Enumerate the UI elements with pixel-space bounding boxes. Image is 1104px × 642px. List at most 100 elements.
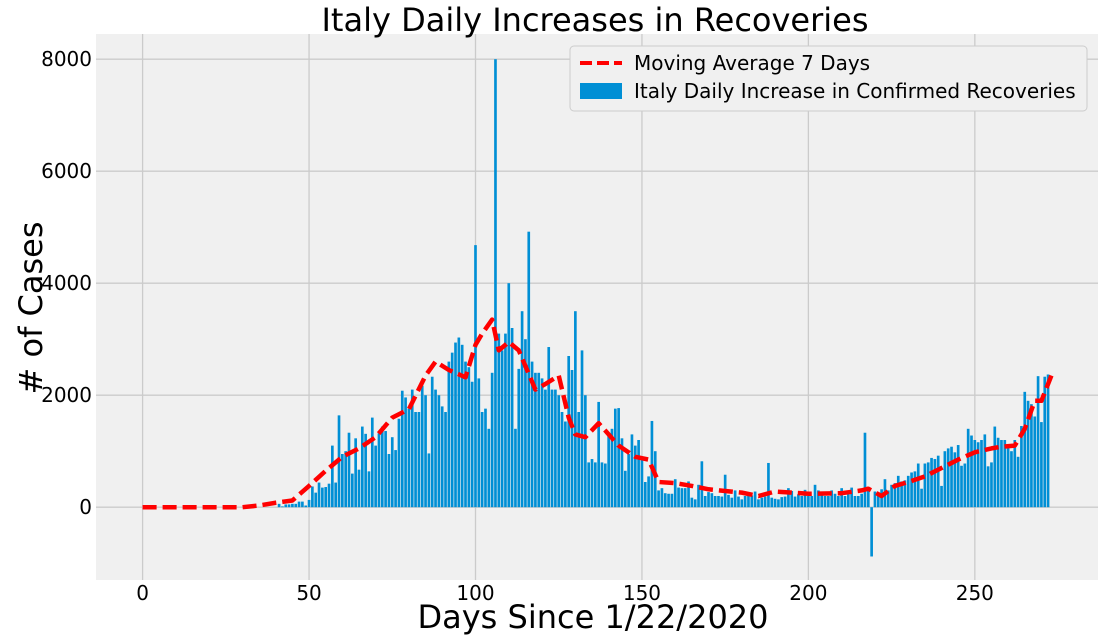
recovery-bar — [753, 491, 757, 508]
recovery-bar — [397, 418, 401, 508]
recovery-bar — [870, 507, 873, 557]
legend-swatch-recoveries — [580, 83, 622, 99]
recovery-bar — [594, 462, 597, 508]
recovery-bar — [603, 463, 607, 508]
recovery-bar — [1026, 400, 1030, 508]
recovery-bar — [990, 462, 993, 508]
recovery-bar — [780, 497, 784, 508]
recovery-bar — [460, 344, 464, 508]
recovery-bar — [690, 497, 694, 508]
recovery-bar — [354, 438, 357, 508]
recovery-bar — [986, 466, 990, 508]
recovery-bar — [966, 428, 970, 508]
legend-label-recoveries: Italy Daily Increase in Confirmed Recove… — [634, 79, 1076, 103]
recovery-bar — [1046, 374, 1050, 508]
recovery-bar — [693, 499, 697, 508]
recovery-bar — [643, 482, 647, 508]
recovery-bar — [510, 328, 514, 508]
recovery-bar — [620, 438, 624, 508]
recovery-bar — [913, 471, 917, 508]
recovery-bar — [404, 397, 407, 508]
y-tick-label: 2000 — [41, 383, 92, 407]
x-axis-label: Days Since 1/22/2020 — [417, 598, 768, 636]
recovery-bar — [457, 337, 461, 508]
recovery-bar — [564, 421, 567, 508]
recovery-bar — [1010, 451, 1013, 508]
x-tick-label: 150 — [623, 581, 661, 605]
recovery-bar — [590, 459, 594, 508]
recovery-bar — [311, 486, 314, 508]
recovery-bar — [454, 342, 457, 508]
recovery-bar — [773, 498, 777, 508]
recovery-bar — [700, 461, 704, 508]
recovery-bar — [733, 490, 737, 508]
recovery-bar — [464, 361, 467, 508]
recovery-bar — [1013, 440, 1017, 508]
recovery-bar — [873, 491, 877, 508]
recovery-bar — [807, 496, 810, 508]
recovery-bar — [1000, 440, 1003, 508]
recovery-bar — [1020, 426, 1023, 508]
recovery-bar — [484, 408, 487, 508]
recovery-bar — [480, 412, 484, 508]
recovery-bar — [390, 437, 394, 508]
recovery-bar — [770, 497, 774, 508]
recovery-bar — [876, 493, 880, 508]
recovery-bar — [820, 493, 824, 508]
recovery-bar — [584, 395, 587, 508]
recovery-bar — [434, 389, 437, 508]
x-tick-label: 100 — [456, 581, 494, 605]
recovery-bar — [767, 462, 770, 508]
recovery-bar — [580, 350, 584, 508]
recovery-bar — [384, 431, 387, 508]
recovery-bar — [900, 481, 903, 508]
recovery-bar — [727, 494, 730, 508]
recovery-bar — [1003, 440, 1007, 508]
legend-label-moving-average: Moving Average 7 Days — [634, 51, 870, 75]
recovery-bar — [1033, 416, 1037, 508]
recovery-bar — [757, 499, 760, 508]
recovery-bar — [833, 493, 837, 508]
recovery-bar — [410, 389, 414, 508]
recovery-bar — [613, 408, 617, 508]
recovery-bar — [477, 378, 481, 508]
recovery-bar — [331, 445, 334, 508]
recovery-bar — [1040, 422, 1043, 508]
y-axis-label: # of Cases — [12, 222, 50, 395]
recovery-bar — [890, 484, 893, 508]
recovery-bar — [853, 496, 857, 508]
recovery-bar — [747, 493, 750, 508]
recovery-bar — [623, 470, 627, 508]
recovery-bar — [577, 412, 581, 508]
recovery-bar — [650, 420, 654, 508]
recovery-bar — [850, 487, 853, 508]
recovery-bar — [427, 453, 431, 508]
recovery-bar — [790, 490, 794, 508]
recovery-bar — [640, 456, 644, 508]
recovery-bar — [760, 497, 764, 508]
recovery-bar — [800, 496, 804, 508]
recovery-bar — [617, 408, 620, 508]
recovery-bar — [627, 454, 630, 508]
recovery-bar — [1030, 404, 1033, 508]
recovery-bar — [444, 412, 447, 508]
recovery-bar — [633, 445, 637, 508]
recovery-bar — [327, 483, 331, 508]
recovery-bar — [450, 352, 454, 508]
recovery-bar — [916, 463, 920, 508]
recovery-bar — [923, 463, 927, 508]
recovery-bar — [560, 412, 564, 508]
recovery-bar — [357, 469, 361, 508]
recovery-bar — [500, 350, 504, 508]
y-tick-label: 0 — [79, 495, 92, 519]
recovery-bar — [314, 492, 318, 508]
recovery-bar — [637, 440, 640, 508]
recovery-bar — [537, 372, 541, 508]
y-tick-label: 6000 — [41, 159, 92, 183]
recovery-bar — [414, 412, 417, 508]
recovery-bar — [730, 497, 734, 508]
recovery-bar — [996, 437, 1000, 508]
recovery-bar — [817, 490, 820, 508]
recovery-bar — [364, 433, 367, 508]
